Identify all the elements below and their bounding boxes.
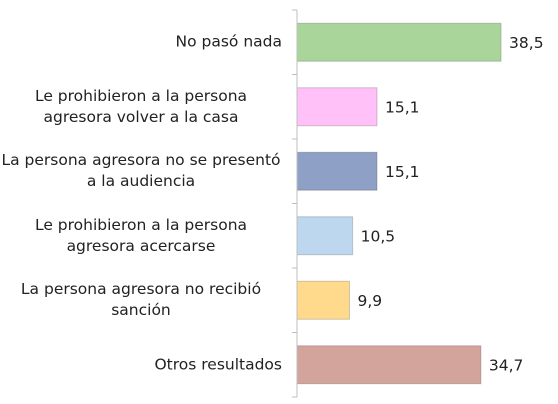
data-label: 9,9	[357, 292, 382, 310]
category-label: Le prohibieron a la persona agresora ace…	[34, 215, 248, 255]
category-label: La persona agresora no recibió sanción	[20, 280, 262, 320]
data-label: 10,5	[361, 227, 396, 245]
category-label-box: Otros resultados	[0, 354, 282, 375]
data-label: 15,1	[385, 98, 420, 116]
data-label: 38,5	[509, 34, 544, 52]
category-label-box: No pasó nada	[0, 32, 283, 53]
category-label: Otros resultados	[154, 355, 282, 374]
bar	[296, 216, 354, 256]
data-label: 34,7	[489, 356, 524, 374]
category-label-box: La persona agresora no recibió sanción	[0, 279, 282, 321]
category-label-box: Le prohibieron a la persona agresora ace…	[0, 215, 282, 257]
bar	[296, 151, 378, 191]
category-label-box: Le prohibieron a la persona agresora vol…	[0, 86, 282, 128]
category-label-box: La persona agresora no se presentó a la …	[0, 150, 282, 192]
category-label: La persona agresora no se presentó a la …	[1, 151, 281, 191]
data-label: 15,1	[385, 163, 420, 181]
bar	[296, 87, 378, 127]
bar	[296, 22, 502, 62]
category-label: Le prohibieron a la persona agresora vol…	[34, 86, 248, 126]
category-label: No pasó nada	[175, 32, 283, 51]
bar	[296, 280, 350, 320]
bar	[296, 345, 482, 385]
